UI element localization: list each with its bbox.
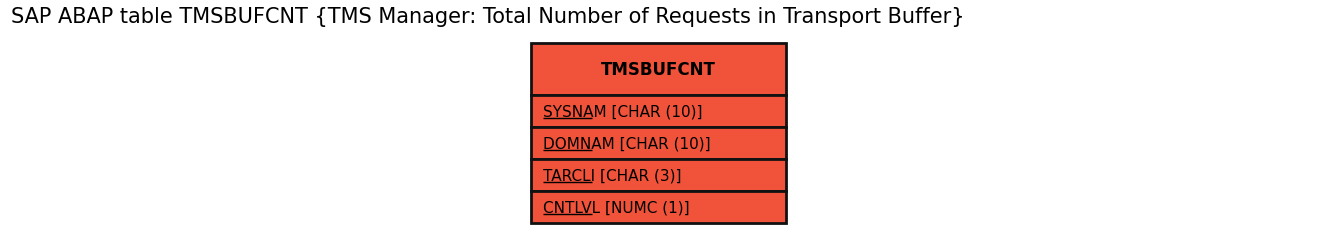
Bar (531, 159, 786, 191)
Text: TARCLI [CHAR (3)]: TARCLI [CHAR (3)] (543, 168, 681, 183)
Bar (531, 96, 786, 128)
Text: DOMNAM [CHAR (10)]: DOMNAM [CHAR (10)] (543, 136, 711, 151)
Bar (531, 191, 786, 223)
Bar (531, 44, 786, 96)
Text: SYSNAM [CHAR (10)]: SYSNAM [CHAR (10)] (543, 104, 702, 119)
Text: CNTLVL [NUMC (1)]: CNTLVL [NUMC (1)] (543, 200, 690, 215)
Text: TMSBUFCNT: TMSBUFCNT (601, 61, 716, 79)
Text: SAP ABAP table TMSBUFCNT {TMS Manager: Total Number of Requests in Transport Buf: SAP ABAP table TMSBUFCNT {TMS Manager: T… (11, 7, 964, 27)
Bar (531, 128, 786, 159)
